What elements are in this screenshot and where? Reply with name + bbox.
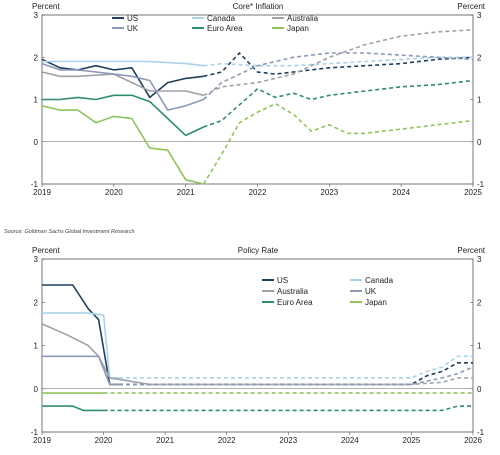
series-line-euro-area bbox=[42, 405, 104, 412]
legend-label-us: US bbox=[277, 276, 288, 285]
series-line-japan bbox=[41, 105, 204, 185]
series-forecast-uk bbox=[119, 366, 474, 386]
x-tick-label: 2019 bbox=[33, 188, 51, 197]
y-tick-label-left: 0 bbox=[34, 138, 39, 147]
series-forecast-japan bbox=[202, 102, 474, 185]
legend-label-japan: Japan bbox=[365, 298, 387, 307]
y-tick-label-left: 2 bbox=[34, 298, 39, 307]
legend-label-uk: UK bbox=[127, 24, 139, 33]
x-tick-label: 2025 bbox=[464, 188, 482, 197]
x-tick-label: 2019 bbox=[33, 436, 51, 445]
legend-label-canada: Canada bbox=[207, 14, 236, 23]
legend-label-euro-area: Euro Area bbox=[207, 24, 243, 33]
x-tick-label: 2024 bbox=[392, 188, 410, 197]
legend-label-us: US bbox=[127, 14, 138, 23]
series-forecast-australia bbox=[203, 29, 474, 97]
x-tick-label: 2023 bbox=[320, 188, 338, 197]
y-tick-label-left: 2 bbox=[34, 53, 39, 62]
y-tick-label-left: 1 bbox=[34, 96, 39, 105]
series-line-uk bbox=[42, 355, 119, 386]
chart-title: Core* Inflation bbox=[233, 2, 284, 11]
y-tick-label-left: 3 bbox=[34, 11, 39, 20]
y-axis-label-left: Percent bbox=[32, 2, 60, 11]
series-forecast-canada bbox=[119, 355, 473, 379]
x-tick-label: 2020 bbox=[105, 188, 123, 197]
plot-frame bbox=[41, 14, 474, 185]
y-tick-label-right: -1 bbox=[477, 428, 485, 437]
y-tick-label-right: 0 bbox=[477, 138, 482, 147]
y-tick-label-right: 2 bbox=[477, 53, 482, 62]
x-tick-label: 2022 bbox=[218, 436, 236, 445]
x-tick-label: 2021 bbox=[156, 436, 174, 445]
y-tick-label-right: 1 bbox=[477, 342, 482, 351]
series-forecast-euro-area bbox=[103, 405, 473, 412]
y-tick-label-right: 3 bbox=[477, 255, 482, 264]
series-line-euro-area bbox=[42, 94, 204, 137]
y-tick-label-right: -1 bbox=[477, 180, 485, 189]
series-line-uk bbox=[41, 62, 204, 111]
y-tick-label-left: 3 bbox=[34, 255, 39, 264]
x-tick-label: 2020 bbox=[95, 436, 113, 445]
y-axis-label-right: Percent bbox=[457, 2, 485, 11]
y-tick-label-right: 0 bbox=[477, 385, 482, 394]
y-axis-label-left: Percent bbox=[32, 246, 60, 255]
series-forecast-canada bbox=[203, 56, 473, 67]
y-tick-label-right: 1 bbox=[477, 96, 482, 105]
series-forecast-australia bbox=[149, 377, 473, 386]
series-forecast-uk bbox=[203, 52, 474, 101]
y-tick-label-right: 3 bbox=[477, 11, 482, 20]
y-tick-label-left: -1 bbox=[31, 180, 39, 189]
y-tick-label-left: -1 bbox=[31, 428, 39, 437]
policy-rate-chart: Policy Rate Percent Percent -1 -1 0 0 1 1 2 2 3 3 201… bbox=[31, 246, 486, 445]
y-tick-label-left: 0 bbox=[34, 385, 39, 394]
y-axis-label-right: Percent bbox=[457, 246, 485, 255]
core-inflation-chart: Core* Inflation Percent Percent -1 -1 0 0 1 1 2 2 3… bbox=[31, 2, 486, 197]
x-tick-label: 2022 bbox=[249, 188, 267, 197]
legend-label-japan: Japan bbox=[287, 24, 309, 33]
legend-label-australia: Australia bbox=[287, 14, 319, 23]
chart-title: Policy Rate bbox=[238, 246, 279, 255]
x-tick-label: 2026 bbox=[464, 436, 482, 445]
x-tick-label: 2021 bbox=[177, 188, 195, 197]
y-tick-label-left: 1 bbox=[34, 342, 39, 351]
source-note: Source: Goldman Sachs Global Investment … bbox=[4, 229, 135, 235]
series-line-australia bbox=[41, 323, 150, 386]
series-line-us bbox=[42, 284, 119, 386]
series-line-us bbox=[41, 58, 204, 99]
y-tick-label-right: 2 bbox=[477, 298, 482, 307]
legend-label-uk: UK bbox=[365, 287, 377, 296]
legend-label-canada: Canada bbox=[365, 276, 394, 285]
x-tick-label: 2024 bbox=[341, 436, 359, 445]
series-forecast-euro-area bbox=[203, 79, 474, 128]
legend-label-euro-area: Euro Area bbox=[277, 298, 313, 307]
series-line-canada bbox=[42, 60, 204, 67]
x-tick-label: 2023 bbox=[279, 436, 297, 445]
x-tick-label: 2025 bbox=[403, 436, 421, 445]
legend-label-australia: Australia bbox=[277, 287, 309, 296]
series-forecast-us bbox=[203, 51, 474, 78]
